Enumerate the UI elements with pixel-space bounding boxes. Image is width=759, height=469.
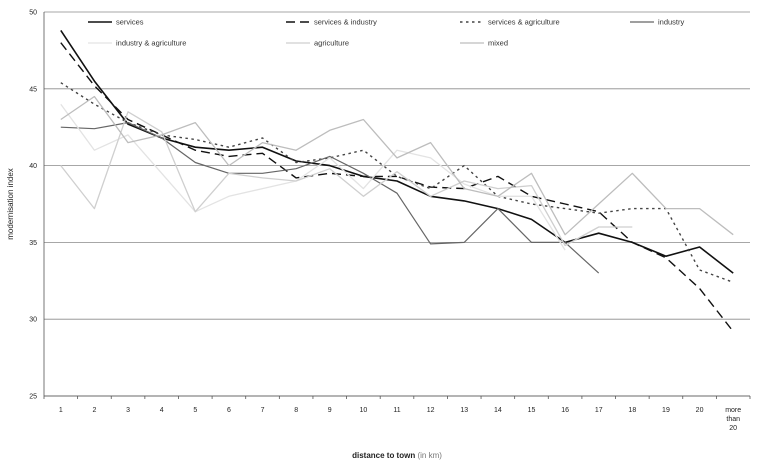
series-line <box>60 95 734 236</box>
series-lines <box>60 29 734 332</box>
series-industry <box>60 121 600 274</box>
x-tick-label: 8 <box>294 407 298 414</box>
x-tick-label: 10 <box>359 407 367 414</box>
x-tick-label: 2 <box>92 407 96 414</box>
legend-item: services & industry <box>286 18 377 27</box>
legend-item: mixed <box>460 39 508 48</box>
legend-label: industry <box>658 18 685 27</box>
series-services <box>60 29 734 274</box>
series-line <box>60 29 734 274</box>
series-agriculture <box>60 111 633 247</box>
x-tick-label: 12 <box>427 407 435 414</box>
y-tick-label: 25 <box>29 394 37 401</box>
x-tick-label: 20 <box>696 407 704 414</box>
x-tick-label: 13 <box>460 407 468 414</box>
y-tick-label: 40 <box>29 163 37 170</box>
x-tick-label: 14 <box>494 407 502 414</box>
x-axis-label-main: distance to town <box>352 451 415 460</box>
y-axis-label: modernisation index <box>6 168 15 240</box>
x-tick-label: 4 <box>160 407 164 414</box>
x-tick-label: 3 <box>126 407 130 414</box>
series-industry-agriculture <box>60 103 566 251</box>
y-tick-label: 30 <box>29 317 37 324</box>
series-line <box>60 82 734 283</box>
x-tick-label: 6 <box>227 407 231 414</box>
legend-label: services & industry <box>314 18 377 27</box>
legend-item: services & agriculture <box>460 18 560 27</box>
legend-label: agriculture <box>314 39 349 48</box>
x-tick-label: 9 <box>328 407 332 414</box>
series-line <box>60 42 734 332</box>
x-tick-label: 7 <box>261 407 265 414</box>
y-tick-label: 50 <box>29 10 37 17</box>
legend-label: mixed <box>488 39 508 48</box>
legend-item: agriculture <box>286 39 349 48</box>
x-tick-label: 5 <box>193 407 197 414</box>
y-tick-label: 45 <box>29 86 37 93</box>
series-line <box>60 103 566 251</box>
y-tick-label: 35 <box>29 240 37 247</box>
x-tick-label: 17 <box>595 407 603 414</box>
legend-item: industry & agriculture <box>88 39 186 48</box>
legend-label: services & agriculture <box>488 18 560 27</box>
x-tick-label: 18 <box>628 407 636 414</box>
x-tick-label: 15 <box>528 407 536 414</box>
legend: services services & industry services & ag… <box>88 18 685 48</box>
legend-item: services <box>88 18 144 27</box>
x-axis-label: distance to town (in km) <box>352 451 442 460</box>
gridlines <box>44 11 750 397</box>
series-services-industry <box>60 42 734 332</box>
x-tick-label: 19 <box>662 407 670 414</box>
series-services-agriculture <box>60 82 734 283</box>
series-mixed <box>60 95 734 236</box>
x-tick-label: 16 <box>561 407 569 414</box>
legend-label: industry & agriculture <box>116 39 186 48</box>
legend-item: industry <box>630 18 685 27</box>
series-line <box>60 121 600 274</box>
x-tick-label: more than 20 <box>725 407 741 432</box>
x-axis-label-unit: (in km) <box>417 451 442 460</box>
series-line <box>60 111 633 247</box>
legend-label: services <box>116 18 144 27</box>
x-tick-label: 11 <box>393 407 400 414</box>
x-tick-label: 1 <box>59 407 63 414</box>
